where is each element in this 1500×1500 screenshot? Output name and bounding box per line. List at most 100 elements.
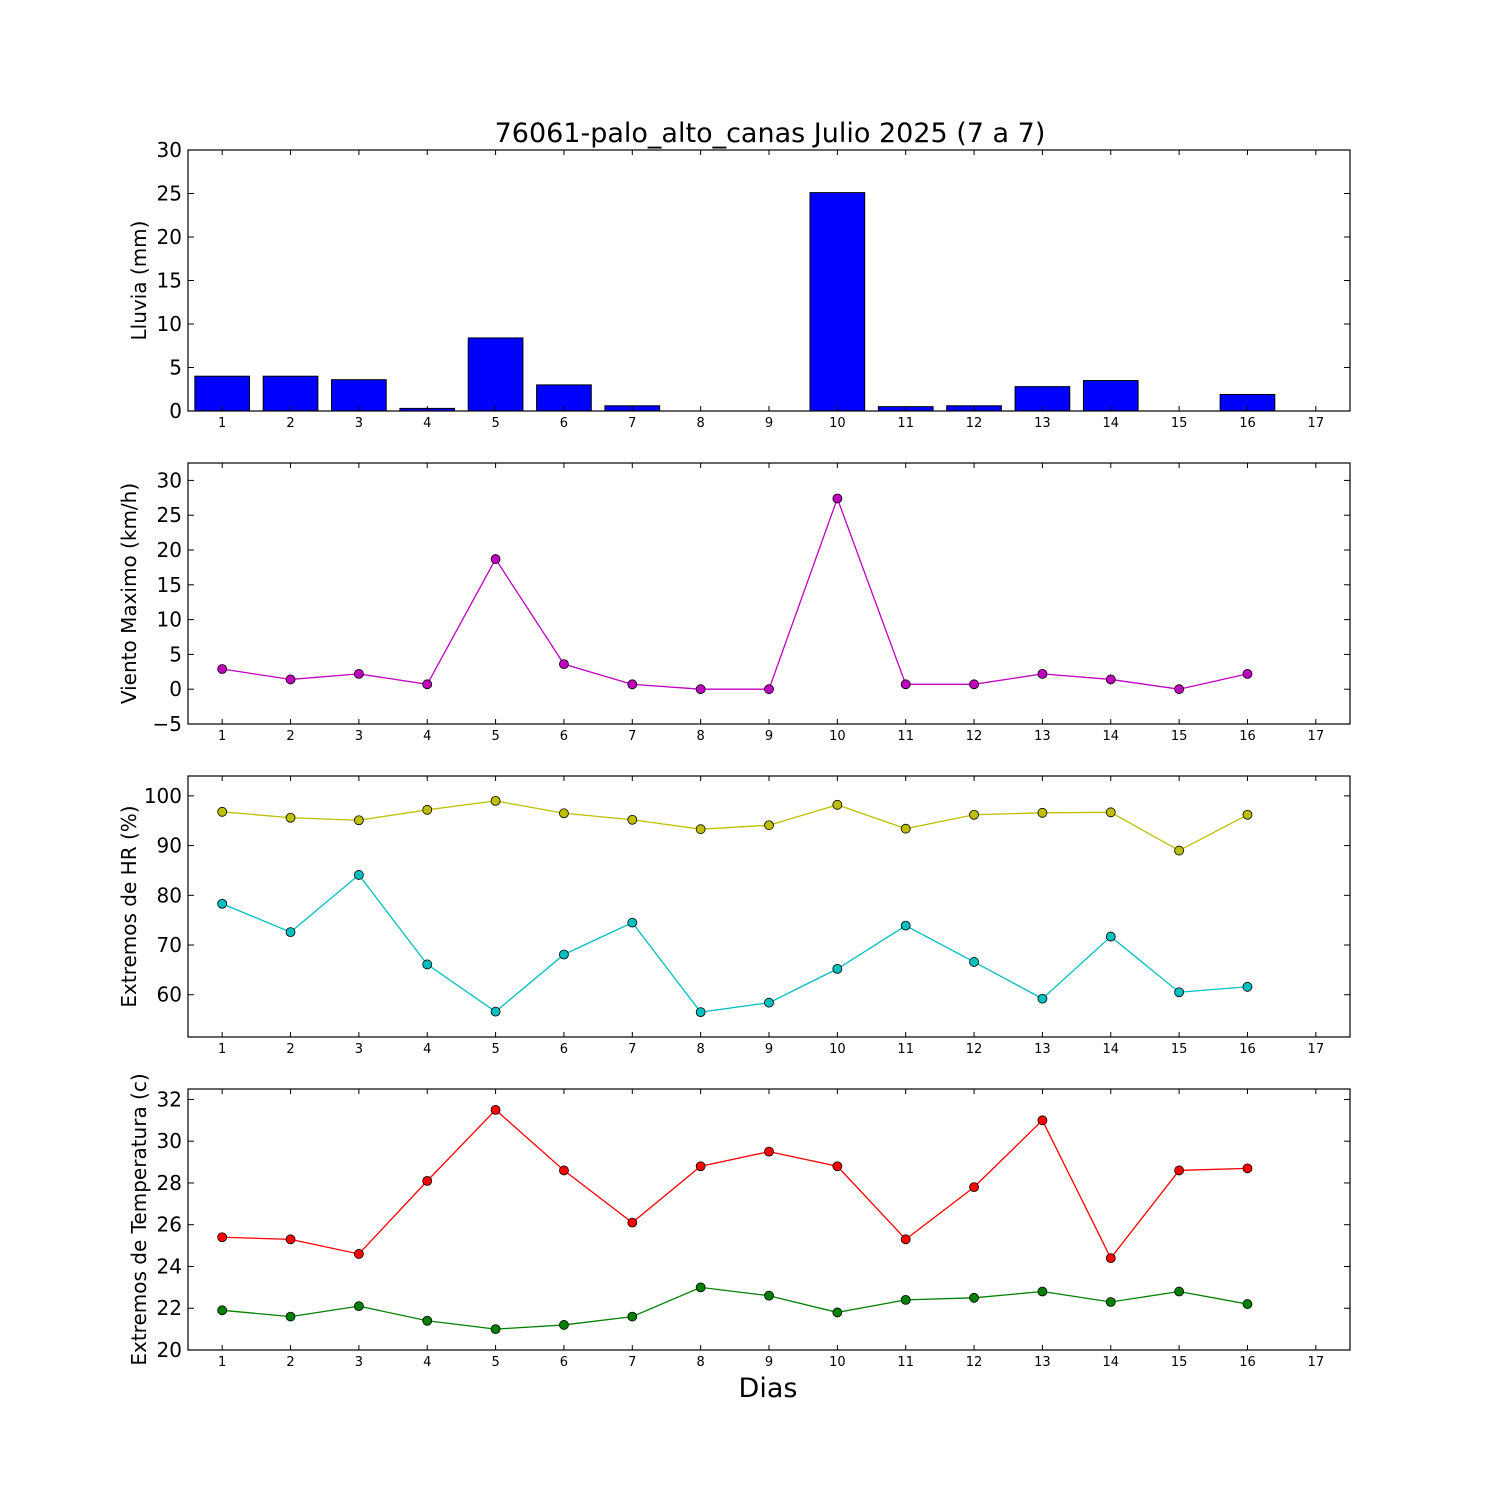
x-tick-label: 6 (560, 1355, 568, 1370)
x-tick-label: 13 (1034, 729, 1051, 744)
y-tick-label: 60 (157, 983, 182, 1007)
series-line-2 (222, 1286, 1248, 1330)
data-point-s1-day-3 (353, 1249, 364, 1259)
x-tick-label: 2 (286, 729, 294, 744)
y-tick-label: 20 (157, 225, 182, 249)
rain-bar-day-10 (809, 192, 866, 412)
x-tick-label: 3 (355, 1355, 363, 1370)
y-tick-label: 0 (169, 677, 182, 701)
chart-title: 76061-palo_alto_canas Julio 2025 (7 a 7) (495, 118, 1046, 149)
y-axis-label: Extremos de HR (%) (117, 805, 141, 1007)
data-point-s1-day-7 (627, 1217, 638, 1228)
x-tick-label: 8 (697, 729, 705, 744)
data-point-s1-day-15 (1174, 845, 1185, 856)
x-tick-label: 8 (697, 1355, 705, 1370)
data-point-s1-day-14 (1105, 807, 1116, 818)
data-point-s1-day-12 (969, 679, 979, 690)
data-point-s2-day-8 (695, 1282, 706, 1293)
series-line-2 (221, 873, 1248, 1013)
y-tick-label: 25 (157, 182, 182, 206)
data-point-s2-day-12 (969, 957, 979, 967)
x-tick-label: 9 (765, 1355, 773, 1370)
data-point-s2-day-6 (559, 949, 569, 960)
x-tick-label: 16 (1239, 729, 1256, 744)
x-tick-label: 1 (218, 1042, 226, 1057)
x-tick-label: 5 (491, 416, 499, 431)
x-tick-label: 13 (1034, 1355, 1051, 1370)
x-tick-label: 2 (286, 1355, 294, 1370)
x-tick-label: 12 (966, 416, 983, 431)
x-tick-label: 2 (286, 1042, 294, 1057)
y-tick-label: −5 (153, 712, 182, 736)
series-line-1 (222, 1108, 1248, 1260)
data-point-s1-day-9 (764, 820, 774, 831)
x-tick-label: 4 (423, 729, 431, 744)
x-tick-label: 10 (829, 416, 846, 431)
x-tick-label: 15 (1171, 416, 1188, 431)
x-tick-label: 10 (829, 1355, 846, 1370)
data-point-s2-day-9 (764, 1290, 774, 1301)
data-point-s1-day-12 (969, 1182, 979, 1193)
data-point-s2-day-13 (1037, 1286, 1048, 1297)
x-tick-label: 13 (1034, 416, 1051, 431)
data-point-s1-day-4 (422, 804, 433, 815)
data-point-s2-day-16 (1242, 981, 1253, 992)
data-point-s1-day-11 (900, 1234, 911, 1245)
y-tick-label: 24 (157, 1254, 182, 1278)
x-tick-label: 4 (423, 416, 431, 431)
x-tick-label: 12 (966, 1042, 983, 1057)
data-point-s1-day-14 (1105, 1253, 1116, 1264)
x-tick-label: 6 (560, 729, 568, 744)
data-point-s1-day-3 (353, 815, 364, 826)
x-tick-label: 17 (1308, 1042, 1325, 1057)
x-tick-label: 7 (628, 416, 636, 431)
data-point-s1-day-5 (490, 795, 501, 806)
x-tick-label: 14 (1102, 416, 1119, 431)
data-point-s1-day-8 (695, 1161, 706, 1172)
data-point-s1-day-6 (559, 808, 569, 819)
x-tick-label: 14 (1102, 1042, 1119, 1057)
x-tick-label: 5 (491, 729, 499, 744)
data-point-s1-day-1 (217, 1232, 228, 1243)
data-point-s2-day-2 (285, 1311, 296, 1322)
data-point-s2-day-1 (217, 1305, 228, 1316)
x-tick-label: 3 (355, 1042, 363, 1057)
y-tick-label: 30 (157, 138, 182, 162)
data-point-s1-day-9 (764, 1146, 774, 1157)
y-tick-label: 20 (157, 1338, 182, 1362)
data-point-s1-day-10 (832, 1161, 843, 1172)
data-point-s1-day-7 (627, 814, 638, 825)
data-point-s1-day-12 (969, 809, 979, 820)
data-point-s1-day-4 (422, 1175, 433, 1186)
x-axis-label: Dias (739, 1373, 798, 1404)
data-point-s2-day-4 (422, 1315, 433, 1326)
data-point-s1-day-7 (627, 679, 638, 690)
data-point-s1-day-13 (1037, 807, 1048, 818)
data-point-s1-day-13 (1037, 668, 1048, 679)
data-point-s2-day-10 (832, 963, 843, 974)
y-tick-label: 80 (157, 883, 182, 907)
data-point-s2-day-6 (559, 1320, 569, 1330)
data-point-s2-day-5 (490, 1324, 501, 1335)
data-point-s1-day-15 (1174, 1165, 1185, 1176)
data-point-s1-day-11 (900, 679, 911, 690)
x-tick-label: 7 (628, 729, 636, 744)
x-tick-label: 4 (423, 1042, 431, 1057)
x-tick-label: 3 (355, 729, 363, 744)
data-point-s2-day-3 (353, 870, 364, 880)
data-point-s1-day-10 (832, 799, 843, 810)
y-tick-label: 0 (169, 399, 182, 423)
y-axis-label: Lluvia (mm) (127, 221, 151, 341)
data-point-s2-day-3 (353, 1301, 364, 1312)
y-tick-label: 30 (157, 468, 182, 492)
data-point-s2-day-16 (1242, 1299, 1253, 1309)
x-tick-label: 15 (1171, 1042, 1188, 1057)
data-point-s2-day-11 (900, 920, 911, 931)
data-point-s1-day-11 (900, 823, 911, 834)
x-tick-label: 2 (286, 416, 294, 431)
data-point-s2-day-5 (490, 1006, 501, 1017)
y-tick-label: 15 (157, 269, 182, 293)
data-point-s1-day-15 (1174, 684, 1185, 695)
x-tick-label: 5 (491, 1355, 499, 1370)
